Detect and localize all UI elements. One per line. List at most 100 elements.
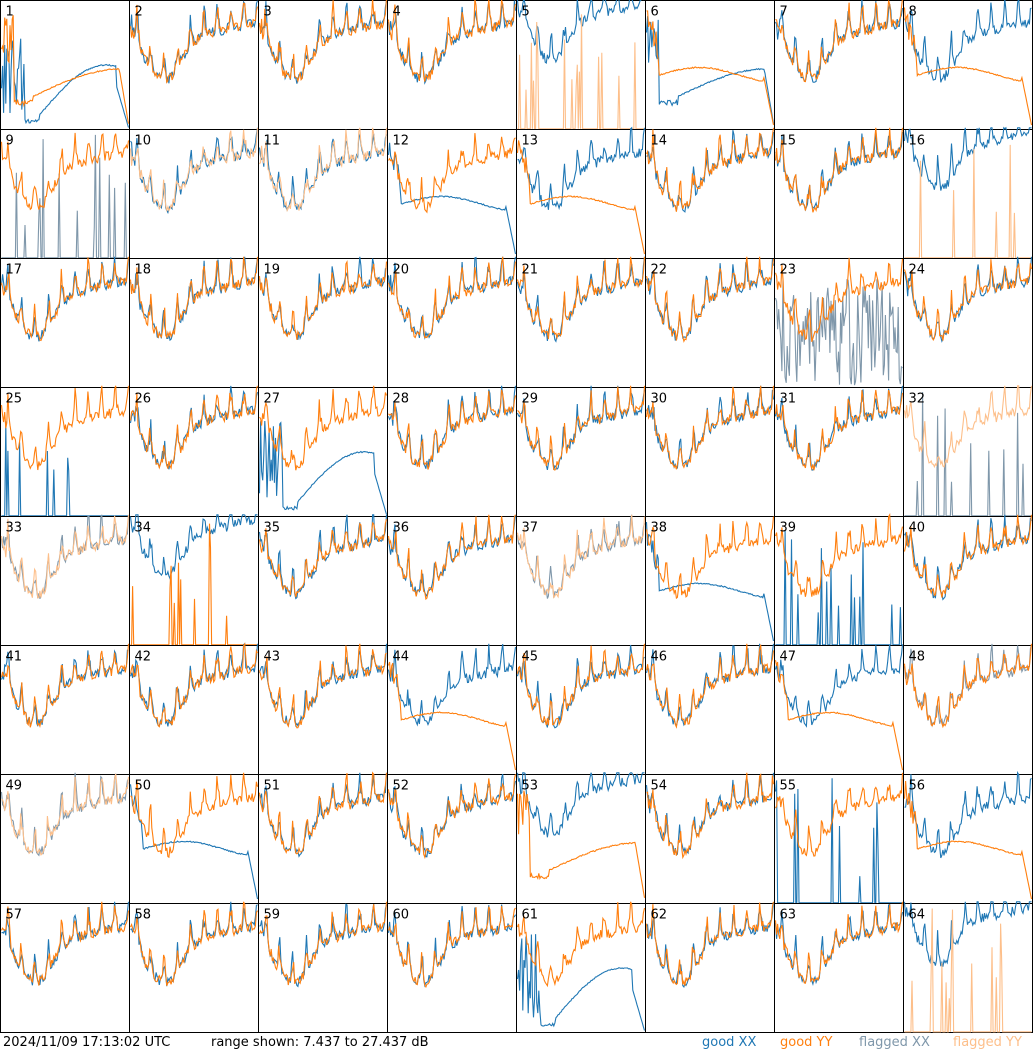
panel-label: 17 xyxy=(6,263,23,278)
antenna-panel-43: 43 xyxy=(258,643,388,775)
panel-frame xyxy=(774,645,904,775)
antenna-panel-54: 54 xyxy=(645,772,775,904)
panel-label: 40 xyxy=(909,521,926,536)
series-xx-line xyxy=(0,514,130,599)
series-xx-line xyxy=(1,421,129,517)
panel-frame xyxy=(645,645,775,775)
antenna-panel-45: 45 xyxy=(516,643,646,775)
series-xx-line xyxy=(903,901,1032,967)
panel-frame xyxy=(129,774,259,904)
series-yy-line xyxy=(516,514,646,599)
panel-label: 60 xyxy=(393,908,410,923)
series-yy-line xyxy=(517,385,646,471)
series-yy-line xyxy=(0,643,130,728)
series-xx-line xyxy=(129,784,259,900)
panel-frame xyxy=(516,516,646,646)
series-yy-line xyxy=(129,385,259,470)
series-xx-line xyxy=(904,770,1032,859)
antenna-panel-35: 35 xyxy=(258,514,388,646)
series-yy-line xyxy=(645,643,775,729)
antenna-panel-48: 48 xyxy=(903,643,1033,775)
panel-label: 50 xyxy=(135,779,152,794)
series-yy-line xyxy=(258,771,388,855)
series-yy-line xyxy=(903,780,1033,900)
panel-frame xyxy=(387,258,517,388)
timestamp: 2024/11/09 17:13:02 UTC xyxy=(3,1035,171,1050)
series-yy-line xyxy=(387,514,516,601)
panel-label: 45 xyxy=(522,650,539,665)
antenna-panel-53: 53 xyxy=(516,772,646,904)
panel-label: 44 xyxy=(393,650,410,665)
series-yy-line xyxy=(775,0,903,83)
antenna-panel-27: 27 xyxy=(258,385,388,517)
antenna-panel-29: 29 xyxy=(516,385,646,517)
series-yy-line xyxy=(516,140,646,255)
panel-label: 37 xyxy=(522,521,539,536)
series-yy-line xyxy=(516,901,646,988)
panel-label: 55 xyxy=(780,779,797,794)
panel-label: 29 xyxy=(522,392,539,407)
antenna-panel-56: 56 xyxy=(903,770,1033,904)
panel-label: 10 xyxy=(135,134,152,149)
series-xx-line xyxy=(645,521,775,642)
panel-frame xyxy=(645,516,775,646)
panel-label: 31 xyxy=(780,392,797,407)
panel-label: 26 xyxy=(135,392,152,407)
antenna-panel-23: 23 xyxy=(774,257,904,388)
antenna-panel-32: 32 xyxy=(903,385,1033,517)
panel-frame xyxy=(387,645,517,775)
series-xx-line xyxy=(775,530,903,646)
antenna-panel-44: 44 xyxy=(387,643,517,775)
antenna-panel-3: 3 xyxy=(258,0,388,130)
panel-label: 53 xyxy=(522,779,539,794)
series-yy-line xyxy=(258,901,388,986)
panel-label: 54 xyxy=(651,779,668,794)
panel-label: 1 xyxy=(6,5,14,20)
antenna-panel-25: 25 xyxy=(0,385,130,517)
series-yy-line xyxy=(516,256,646,340)
series-yy-line xyxy=(903,643,1033,729)
panel-frame xyxy=(129,387,259,517)
panel-label: 46 xyxy=(651,650,668,665)
antenna-panel-64: 64 xyxy=(903,901,1033,1033)
series-yy-line xyxy=(129,256,259,339)
panel-frame xyxy=(258,774,388,904)
antenna-panel-21: 21 xyxy=(516,256,646,388)
antenna-panel-13: 13 xyxy=(516,126,646,259)
panel-frame xyxy=(645,903,775,1033)
panel-frame xyxy=(387,129,517,259)
series-yy-line xyxy=(258,519,388,598)
series-yy-line xyxy=(130,772,259,859)
antenna-panel-60: 60 xyxy=(387,903,517,1033)
series-yy-line xyxy=(387,0,517,82)
panel-frame xyxy=(0,258,130,388)
series-yy-line xyxy=(0,514,130,599)
antenna-panel-40: 40 xyxy=(903,514,1033,646)
panel-frame xyxy=(387,516,517,646)
panel-label: 4 xyxy=(393,5,401,20)
legend-flagged-xx: flagged XX xyxy=(859,1035,930,1050)
series-yy-line xyxy=(516,790,646,898)
antenna-panel-42: 42 xyxy=(129,642,259,775)
series-yy-line xyxy=(903,514,1033,598)
series-yy-line xyxy=(774,513,904,597)
panel-label: 21 xyxy=(522,263,539,278)
panel-label: 38 xyxy=(651,521,668,536)
panel-frame xyxy=(387,903,517,1033)
panel-label: 36 xyxy=(393,521,410,536)
antenna-panel-4: 4 xyxy=(387,0,517,130)
panel-label: 3 xyxy=(264,5,272,20)
antenna-panel-19: 19 xyxy=(258,256,388,388)
series-yy-line xyxy=(646,10,775,126)
panel-label: 28 xyxy=(393,392,410,407)
series-xx-line xyxy=(258,514,388,600)
panel-label: 6 xyxy=(651,5,659,20)
panel-frame xyxy=(645,0,775,130)
series-yy-line xyxy=(387,256,517,339)
panel-label: 14 xyxy=(651,134,668,149)
panel-frame xyxy=(645,129,775,259)
legend-flagged-yy: flagged YY xyxy=(953,1035,1022,1050)
panel-frame xyxy=(516,645,646,775)
series-yy-line xyxy=(774,127,904,213)
panel-frame xyxy=(0,516,130,646)
